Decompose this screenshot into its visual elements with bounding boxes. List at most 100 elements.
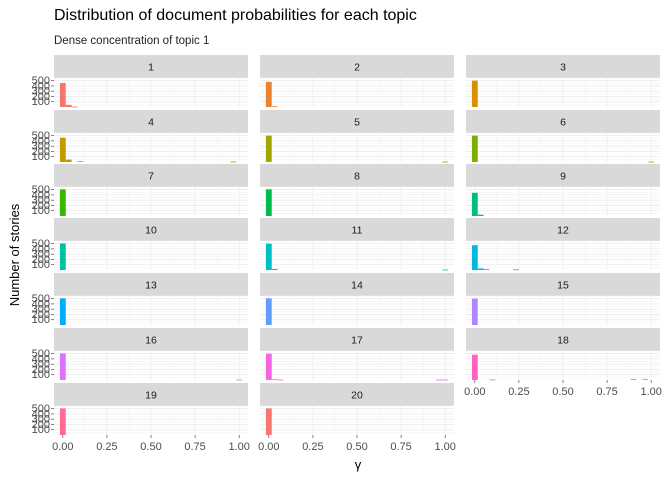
bar [642,379,649,381]
bar [442,269,449,271]
facet-strip-label: 19 [145,390,157,402]
bar [513,269,519,271]
y-tick-label: 500 [32,184,50,196]
facet-strip [54,164,248,187]
x-tick-label: 0.00 [258,441,279,453]
x-tick-label: 0.75 [390,441,411,453]
y-tick-label: 200 [32,364,50,376]
facet-strip [260,110,454,133]
y-tick-label: 100 [32,424,50,436]
y-tick-label: 300 [32,414,50,426]
facet-strip [466,55,660,78]
facet-strip [54,218,248,241]
facet-strip-label: 7 [148,171,154,183]
y-tick-label: 400 [32,80,50,92]
x-tick-label: 0.00 [464,386,485,398]
facet-strip-label: 9 [560,171,566,183]
bar [471,298,478,325]
bar [471,245,478,270]
bar [630,379,637,381]
bar [442,161,449,163]
x-tick-label: 1.00 [640,386,661,398]
facet-strip-label: 11 [352,225,363,237]
facet-strip-label: 18 [557,335,569,347]
y-tick-label: 100 [32,369,50,381]
bar [442,379,449,381]
facet-strip-label: 5 [354,117,360,129]
facet-panel-14: 14 [260,273,454,325]
bar [265,81,272,107]
y-tick-label: 100 [32,205,50,217]
facet-panel-20: 20 0.00 0.25 0.50 0.75 1.00 [258,383,456,453]
facet-strip [54,328,248,351]
bar [265,189,272,216]
bar [471,192,478,216]
bar [265,135,272,162]
facet-strip [54,110,248,133]
bar [71,106,78,108]
bar [59,298,66,325]
facet-panel-5: 5 [260,110,454,163]
y-tick-label: 500 [32,403,50,415]
facet-strip [466,273,660,296]
facet-strip-label: 6 [560,117,566,129]
y-tick-label: 200 [32,254,50,266]
x-tick-label: 0.50 [552,386,573,398]
facet-strip [260,273,454,296]
bar [277,379,284,381]
x-tick-label: 0.50 [140,441,161,453]
facet-strip [466,164,660,187]
bar [59,137,66,162]
y-tick-label: 300 [32,304,50,316]
chart-subtitle: Dense concentration of topic 1 [54,35,210,47]
facet-strip [466,110,660,133]
x-tick-label: 0.00 [52,441,73,453]
x-axis-title: γ [355,457,362,472]
x-tick-label: 0.75 [596,386,617,398]
bar [265,243,272,270]
x-tick-label: 0.50 [346,441,367,453]
facet-strip-label: 14 [351,280,363,292]
facet-panel-9: 9 [466,164,660,216]
bar [65,104,72,107]
facet-panel-18: 18 0.00 0.25 0.50 0.75 1.00 [464,328,662,398]
facet-panel-8: 8 [260,164,454,216]
y-tick-label: 500 [32,75,50,87]
bar [471,135,478,162]
y-tick-label: 400 [32,353,50,365]
y-tick-label: 200 [32,309,50,321]
bar [265,353,272,380]
y-tick-label: 400 [32,298,50,310]
bar [271,379,278,381]
facet-panel-6: 6 [466,110,660,163]
facet-strip [260,164,454,187]
facet-strip-label: 15 [557,280,569,292]
facet-strip [54,383,248,406]
facet-strip-label: 10 [145,225,157,237]
bar [59,243,66,270]
facet-strip-label: 3 [560,62,566,74]
bar [59,408,66,435]
y-tick-label: 200 [32,146,50,158]
bar [59,353,66,380]
y-tick-label: 100 [32,314,50,326]
facet-strip [466,218,660,241]
y-tick-label: 400 [32,243,50,255]
x-tick-label: 0.25 [96,441,117,453]
facet-strip [260,383,454,406]
facet-strip-label: 4 [148,117,154,129]
facet-strip [260,328,454,351]
bar [477,268,484,270]
facet-strip-label: 16 [145,335,157,347]
y-tick-label: 100 [32,96,50,108]
bar [436,379,443,381]
bar [271,268,278,270]
bar [236,379,243,381]
bar [648,161,655,163]
bar [271,106,278,108]
